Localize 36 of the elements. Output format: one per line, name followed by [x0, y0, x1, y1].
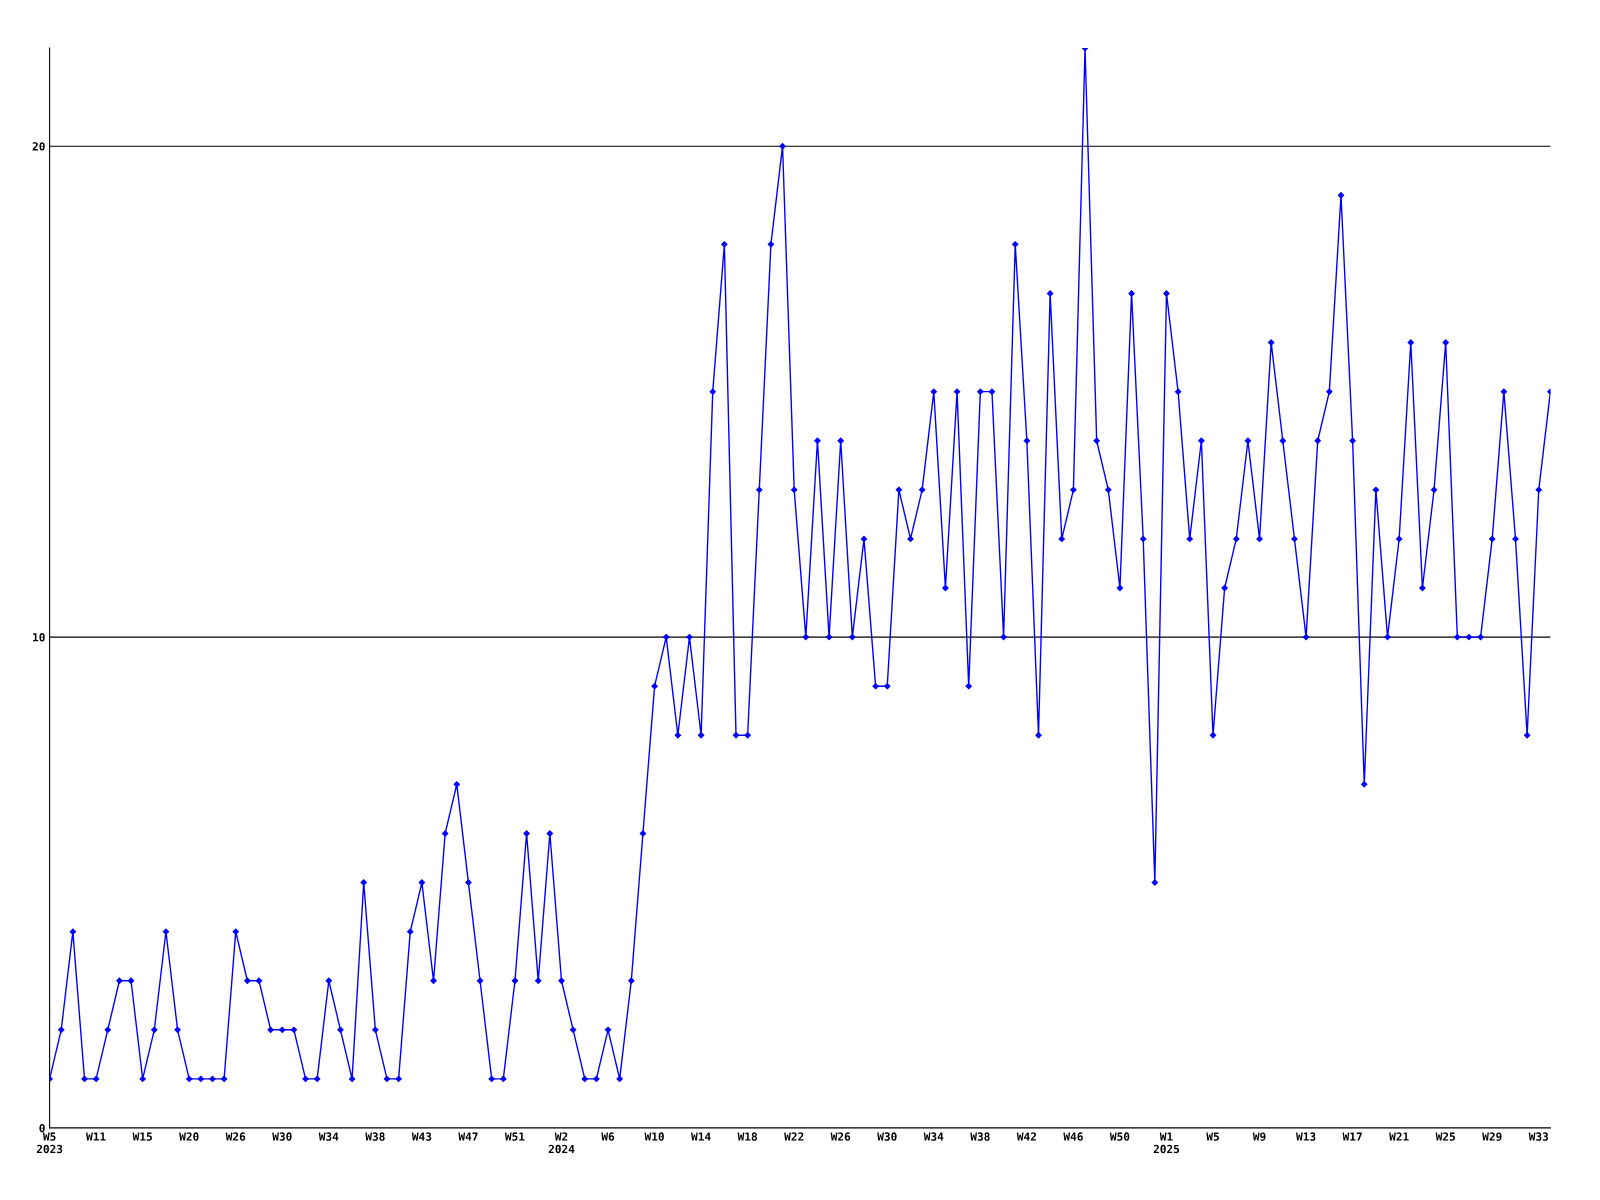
- x-tick-label: W34: [923, 1132, 944, 1141]
- x-tick-label: W33: [1528, 1132, 1549, 1141]
- x-tick-label: W10: [644, 1132, 664, 1141]
- x-tick-label: W26: [225, 1132, 246, 1141]
- x-tick-label: W51: [504, 1132, 525, 1141]
- x-tick-label: W5 2023: [36, 1132, 63, 1154]
- x-tick-label: W1 2025: [1153, 1132, 1180, 1154]
- x-tick-label: W29: [1482, 1132, 1502, 1141]
- x-tick-label: W26: [830, 1132, 851, 1141]
- x-tick-label: W38: [970, 1132, 990, 1141]
- x-tick-label: W14: [691, 1132, 711, 1141]
- x-tick-label: W2 2024: [548, 1132, 575, 1154]
- y-tick-label: 0: [39, 1123, 45, 1133]
- x-tick-label: W9: [1252, 1132, 1266, 1141]
- x-tick-label: W30: [272, 1132, 292, 1141]
- y-tick-label: 20: [32, 142, 45, 151]
- x-tick-label: W5: [1206, 1132, 1219, 1141]
- x-tick-label: W43: [411, 1132, 432, 1141]
- x-tick-label: W50: [1109, 1132, 1130, 1141]
- x-tick-label: W25: [1435, 1132, 1455, 1141]
- x-tick-label: W42: [1016, 1132, 1036, 1141]
- x-tick-label: W38: [365, 1132, 385, 1141]
- x-tick-label: W34: [318, 1132, 339, 1141]
- x-tick-label: W17: [1342, 1132, 1362, 1141]
- x-tick-label: W20: [179, 1132, 199, 1141]
- x-tick-label: W18: [737, 1132, 757, 1141]
- x-tick-label: W30: [877, 1132, 897, 1141]
- x-tick-label: W47: [458, 1132, 478, 1141]
- y-tick-label: 10: [33, 633, 45, 642]
- x-tick-label: W22: [784, 1132, 804, 1141]
- x-tick-label: W11: [86, 1132, 106, 1141]
- x-tick-label: W46: [1063, 1132, 1083, 1141]
- x-tick-label: W6: [601, 1132, 615, 1141]
- x-tick-label: W13: [1296, 1132, 1316, 1141]
- x-tick-label: W21: [1389, 1132, 1409, 1141]
- x-tick-label: W15: [132, 1132, 152, 1141]
